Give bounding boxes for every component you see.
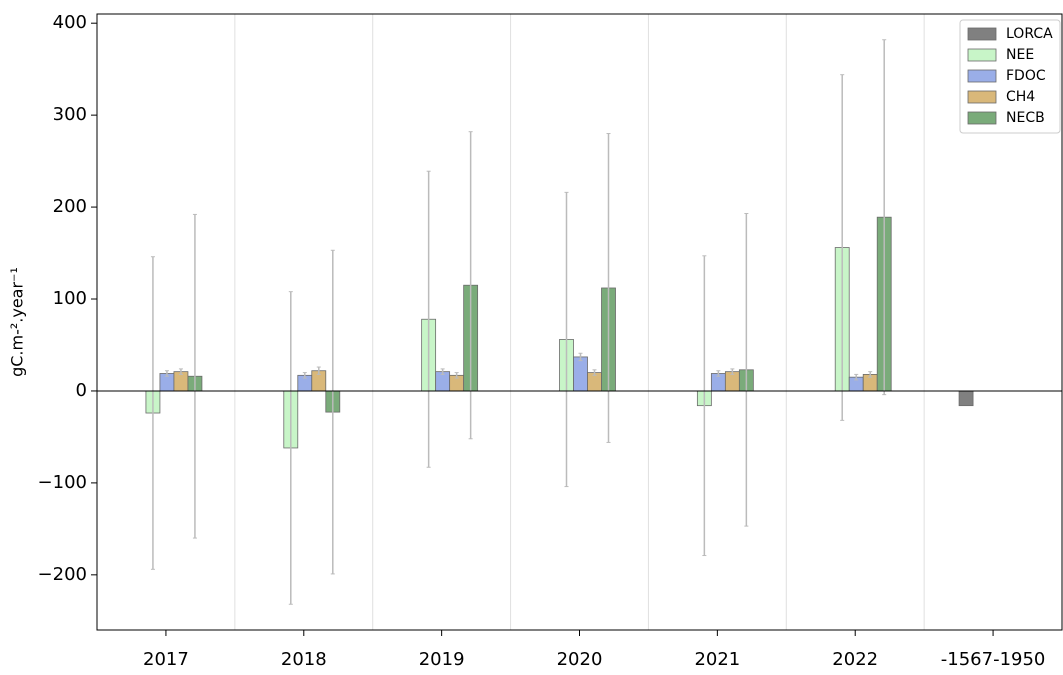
y-tick-label: 200	[53, 196, 87, 217]
legend-swatch	[967, 111, 997, 125]
legend-label: NECB	[1006, 110, 1045, 126]
x-tick-label: 2019	[419, 649, 465, 670]
y-tick-label: 400	[53, 12, 87, 33]
legend-swatch	[967, 48, 997, 62]
legend-box	[959, 19, 1061, 134]
y-tick-label: −200	[38, 564, 87, 585]
legend-label: NEE	[1006, 47, 1034, 63]
bar	[958, 390, 974, 407]
x-tick-label: 2017	[143, 649, 189, 670]
legend-label: LORCA	[1006, 26, 1053, 42]
bar	[573, 356, 588, 392]
y-axis-label: gC.m-².year⁻¹	[8, 267, 27, 377]
y-tick-label: 100	[53, 288, 87, 309]
legend-label: FDOC	[1006, 68, 1046, 84]
plot-frame	[96, 13, 1063, 631]
x-tick-label: 2022	[832, 649, 878, 670]
y-tick-label: −100	[38, 472, 87, 493]
y-tick-label: 300	[53, 104, 87, 125]
y-tick-label: 0	[76, 380, 87, 401]
legend-swatch	[967, 27, 997, 41]
x-tick-label: -1567-1950	[941, 649, 1046, 670]
x-tick-label: 2021	[694, 649, 740, 670]
x-tick-label: 2020	[557, 649, 603, 670]
legend-swatch	[967, 90, 997, 104]
x-tick-label: 2018	[281, 649, 327, 670]
legend: LORCA NEE FDOC CH4 NECB	[959, 19, 1061, 134]
legend-label: CH4	[1006, 89, 1035, 105]
legend-swatch	[967, 69, 997, 83]
